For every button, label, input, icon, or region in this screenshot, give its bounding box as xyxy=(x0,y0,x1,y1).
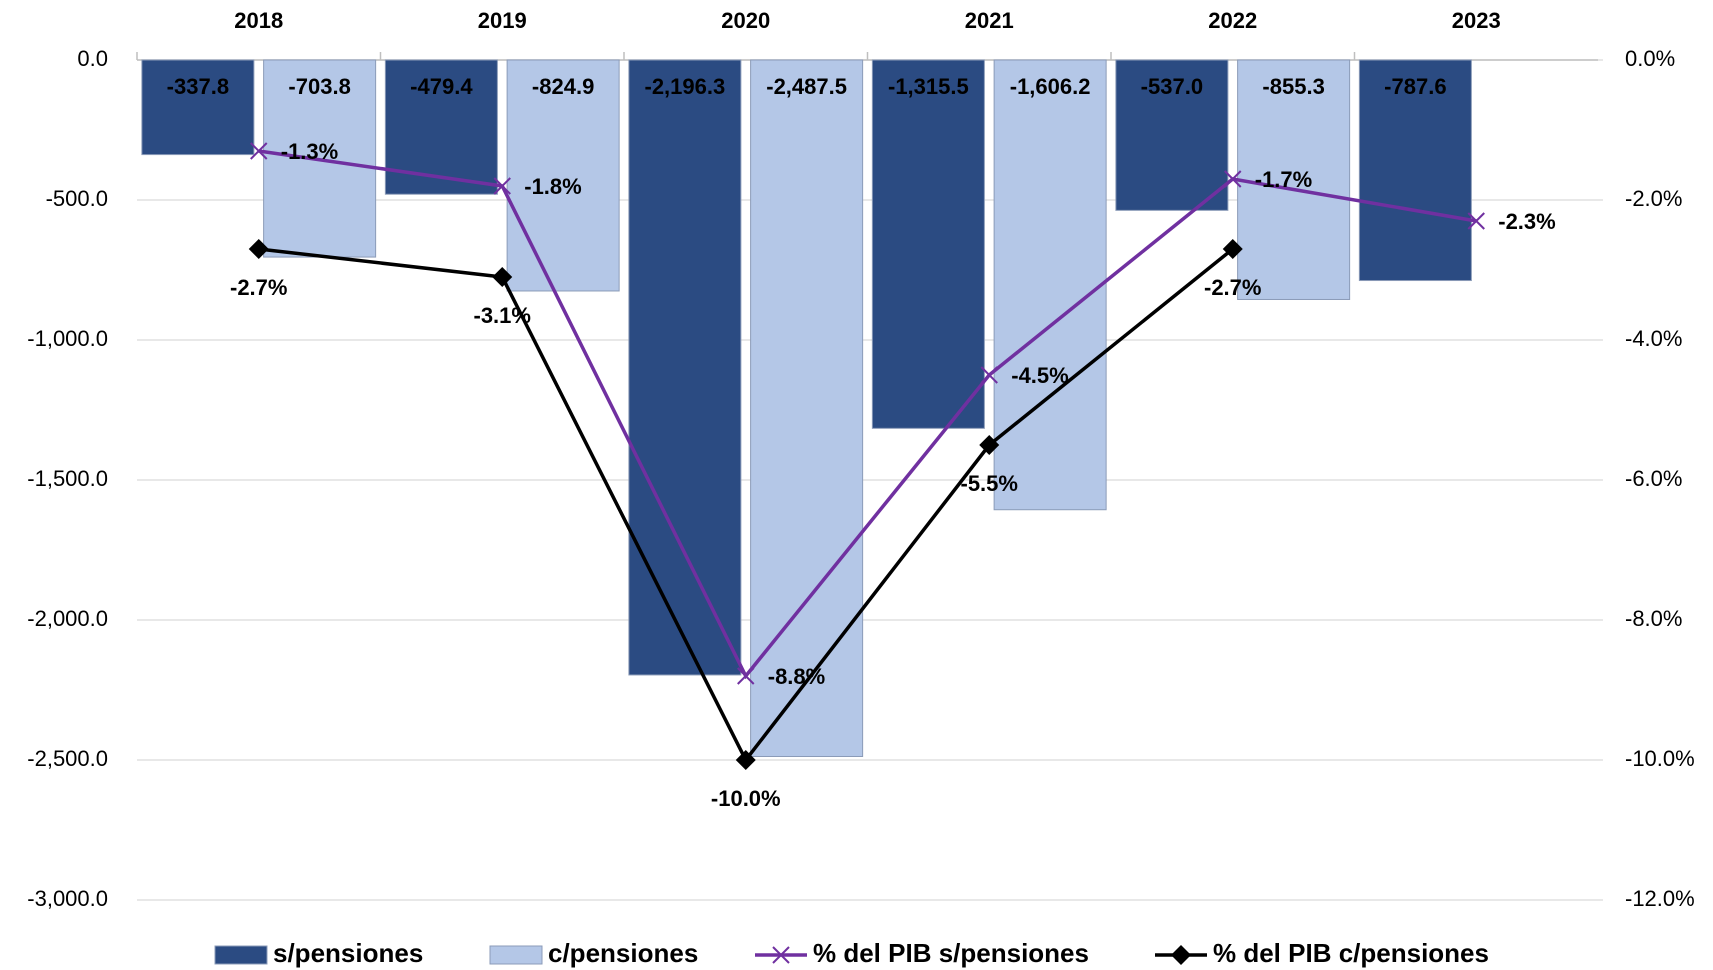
x-tick-label: 2020 xyxy=(721,8,770,33)
legend-swatch xyxy=(489,945,543,965)
line-marker xyxy=(493,177,511,195)
bar xyxy=(1237,59,1351,300)
x-tick-label: 2019 xyxy=(478,8,527,33)
line-value-label: -2.7% xyxy=(1204,275,1261,300)
y2-tick-label: -6.0% xyxy=(1625,466,1682,491)
line-value-label: -1.8% xyxy=(524,174,581,199)
bar xyxy=(993,59,1107,511)
y-tick-label: -1,500.0 xyxy=(27,466,108,491)
legend-label: c/pensiones xyxy=(548,938,698,968)
line-value-label: -2.7% xyxy=(230,275,287,300)
bar xyxy=(1115,59,1229,211)
x-tick-label: 2022 xyxy=(1208,8,1257,33)
y2-tick-label: -2.0% xyxy=(1625,186,1682,211)
line xyxy=(258,149,1477,680)
y2-tick-label: -12.0% xyxy=(1625,886,1695,911)
line-marker xyxy=(979,435,1000,455)
line-marker xyxy=(1467,212,1485,230)
bar-value-label: -479.4 xyxy=(410,74,473,99)
bar-value-label: -703.8 xyxy=(288,74,350,99)
line-value-label: -2.3% xyxy=(1498,209,1555,234)
bar-value-label: -855.3 xyxy=(1262,74,1324,99)
line-value-label: -5.5% xyxy=(961,471,1018,496)
y-tick-label: -2,000.0 xyxy=(27,606,108,631)
bar-value-label: -2,196.3 xyxy=(645,74,726,99)
line-value-label: -1.7% xyxy=(1255,167,1312,192)
line-value-label: -1.3% xyxy=(281,139,338,164)
bar xyxy=(506,59,620,292)
legend-marker xyxy=(1171,945,1191,965)
y2-tick-label: -8.0% xyxy=(1625,606,1682,631)
line-value-label: -3.1% xyxy=(474,303,531,328)
y2-tick-label: 0.0% xyxy=(1625,46,1675,71)
x-tick-label: 2021 xyxy=(965,8,1014,33)
bar-value-label: -787.6 xyxy=(1384,74,1446,99)
line-marker xyxy=(492,267,513,287)
line-marker xyxy=(735,750,756,770)
bar xyxy=(871,59,985,429)
x-tick-label: 2023 xyxy=(1452,8,1501,33)
bar-value-label: -824.9 xyxy=(532,74,594,99)
bar-value-label: -537.0 xyxy=(1141,74,1203,99)
bar xyxy=(750,59,864,757)
y-tick-label: -500.0 xyxy=(46,186,108,211)
line-marker xyxy=(737,667,755,685)
bar-value-label: -2,487.5 xyxy=(766,74,847,99)
y-tick-label: -2,500.0 xyxy=(27,746,108,771)
line-marker xyxy=(250,142,268,160)
bar xyxy=(628,59,742,676)
line-value-label: -4.5% xyxy=(1011,363,1068,388)
line-marker xyxy=(248,239,269,259)
y-tick-label: -1,000.0 xyxy=(27,326,108,351)
y2-tick-label: -4.0% xyxy=(1625,326,1682,351)
bar-value-label: -1,606.2 xyxy=(1010,74,1091,99)
y-tick-label: 0.0 xyxy=(77,46,108,71)
legend-marker xyxy=(772,946,790,964)
y-tick-label: -3,000.0 xyxy=(27,886,108,911)
bar xyxy=(1358,59,1472,282)
y2-tick-label: -10.0% xyxy=(1625,746,1695,771)
legend-label: % del PIB s/pensiones xyxy=(813,938,1089,968)
legend-swatch xyxy=(214,945,268,965)
legend-label: % del PIB c/pensiones xyxy=(1213,938,1489,968)
line-marker xyxy=(980,366,998,384)
bar-value-label: -1,315.5 xyxy=(888,74,969,99)
line-value-label: -10.0% xyxy=(711,786,781,811)
legend-label: s/pensiones xyxy=(273,938,423,968)
line-marker xyxy=(1224,170,1242,188)
x-tick-label: 2018 xyxy=(234,8,283,33)
bar-value-label: -337.8 xyxy=(167,74,229,99)
line-marker xyxy=(1222,239,1243,259)
bar xyxy=(141,59,255,156)
